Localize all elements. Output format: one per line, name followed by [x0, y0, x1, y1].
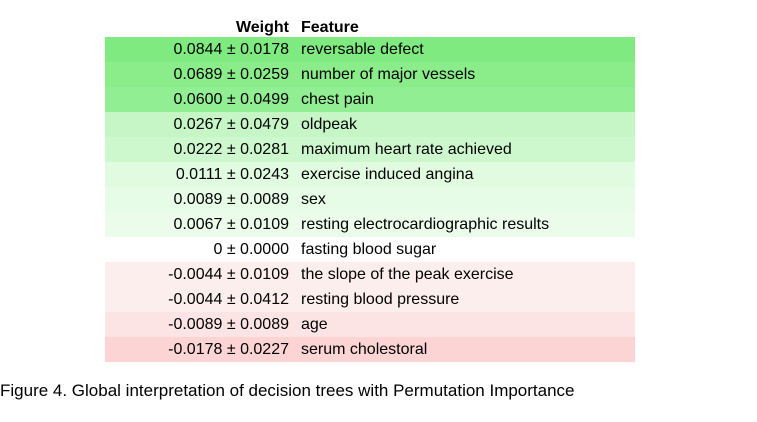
feature-cell: maximum heart rate achieved	[301, 140, 512, 158]
table-row: -0.0178 ± 0.0227 serum cholestoral	[105, 337, 635, 362]
permutation-importance-table-wrapper: Weight Feature 0.0844 ± 0.0178 reversable…	[105, 14, 635, 362]
table-row: 0.0689 ± 0.0259 number of major vessels	[105, 62, 635, 87]
table-row: 0.0600 ± 0.0499 chest pain	[105, 87, 635, 112]
weight-cell: -0.0044 ± 0.0412	[168, 290, 289, 308]
weight-cell: 0.0067 ± 0.0109	[173, 215, 289, 233]
feature-cell: serum cholestoral	[301, 340, 428, 358]
table-row: 0.0267 ± 0.0479 oldpeak	[105, 112, 635, 137]
weight-cell: -0.0089 ± 0.0089	[168, 315, 289, 333]
table-row: 0.0089 ± 0.0089 sex	[105, 187, 635, 212]
weight-cell: 0.0689 ± 0.0259	[173, 65, 289, 83]
permutation-importance-table: Weight Feature 0.0844 ± 0.0178 reversable…	[105, 14, 635, 362]
figure-caption: Figure 4. Global interpretation of decis…	[0, 381, 575, 400]
feature-cell: number of major vessels	[301, 65, 476, 83]
weight-cell: -0.0178 ± 0.0227	[168, 340, 289, 358]
weight-column-header: Weight	[235, 19, 289, 36]
table-row: 0.0844 ± 0.0178 reversable defect	[105, 37, 635, 62]
table-row: 0 ± 0.0000 fasting blood sugar	[105, 237, 635, 262]
feature-cell: oldpeak	[301, 115, 358, 133]
feature-cell: the slope of the peak exercise	[301, 265, 514, 283]
table-row: 0.0111 ± 0.0243 exercise induced angina	[105, 162, 635, 187]
weight-cell: 0.0267 ± 0.0479	[173, 115, 289, 133]
feature-cell: age	[301, 315, 328, 333]
feature-cell: resting blood pressure	[301, 290, 460, 308]
feature-cell: resting electrocardiographic results	[301, 215, 550, 233]
weight-cell: 0.0089 ± 0.0089	[173, 190, 289, 208]
weight-cell: 0.0222 ± 0.0281	[173, 140, 289, 158]
feature-cell: chest pain	[301, 90, 374, 108]
header-row: Weight Feature	[105, 14, 635, 37]
table-body: 0.0844 ± 0.0178 reversable defect 0.0689 ±…	[105, 37, 635, 362]
table-row: 0.0222 ± 0.0281 maximum heart rate achiev…	[105, 137, 635, 162]
table-row: -0.0044 ± 0.0109 the slope of the peak ex…	[105, 262, 635, 287]
feature-column-header: Feature	[301, 19, 359, 36]
weight-cell: 0.0600 ± 0.0499	[173, 90, 289, 108]
table-row: -0.0089 ± 0.0089 age	[105, 312, 635, 337]
table-row: 0.0067 ± 0.0109 resting electrocardiograp…	[105, 212, 635, 237]
weight-cell: 0 ± 0.0000	[213, 240, 289, 258]
feature-cell: reversable defect	[301, 40, 424, 58]
weight-cell: 0.0111 ± 0.0243	[175, 165, 289, 183]
feature-cell: fasting blood sugar	[301, 240, 437, 258]
weight-cell: 0.0844 ± 0.0178	[173, 40, 289, 58]
weight-cell: -0.0044 ± 0.0109	[168, 265, 289, 283]
feature-cell: sex	[301, 190, 326, 208]
table-row: -0.0044 ± 0.0412 resting blood pressure	[105, 287, 635, 312]
feature-cell: exercise induced angina	[301, 165, 474, 183]
